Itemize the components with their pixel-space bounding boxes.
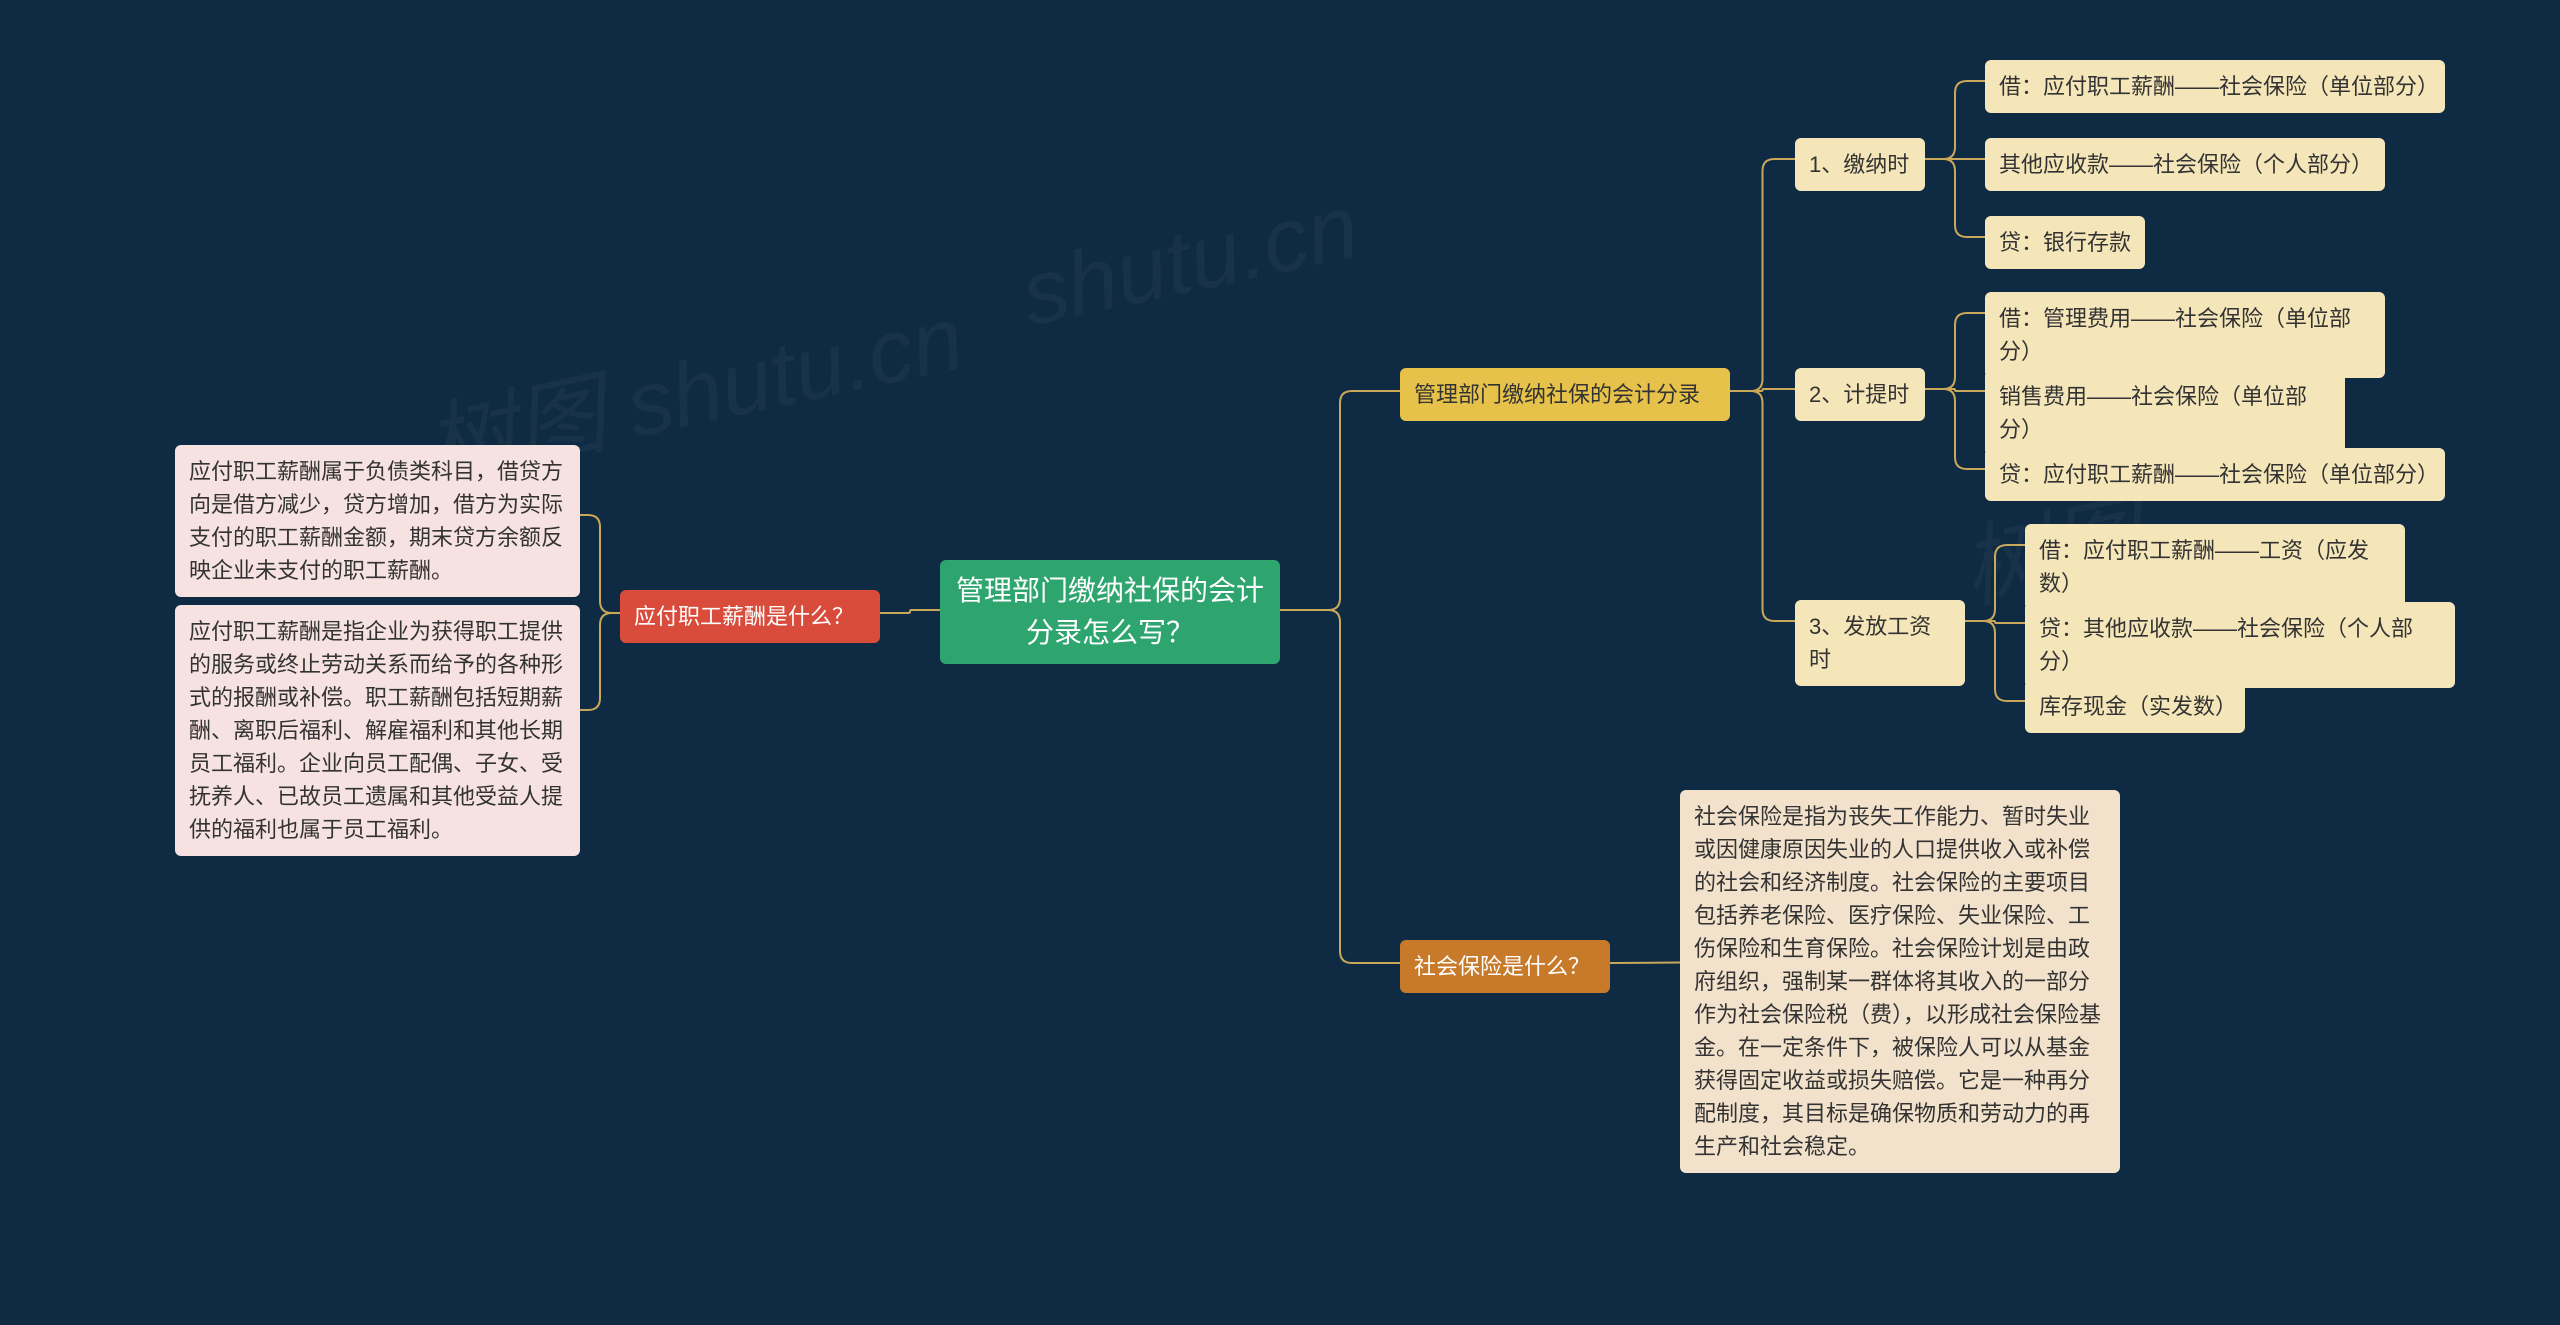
node-label: 借：应付职工薪酬——工资（应发数） bbox=[2039, 534, 2391, 600]
node-label: 贷：其他应收款——社会保险（个人部分） bbox=[2039, 612, 2441, 678]
node-label: 3、发放工资时 bbox=[1809, 610, 1951, 676]
mindmap-node[interactable]: 库存现金（实发数） bbox=[2025, 680, 2245, 733]
mindmap-node[interactable]: 社会保险是指为丧失工作能力、暂时失业或因健康原因失业的人口提供收入或补偿的社会和… bbox=[1680, 790, 2120, 1173]
mindmap-node[interactable]: 借：应付职工薪酬——工资（应发数） bbox=[2025, 524, 2405, 610]
node-label: 销售费用——社会保险（单位部分） bbox=[1999, 380, 2331, 446]
connector bbox=[1925, 81, 1985, 159]
connector bbox=[1965, 545, 2025, 621]
mindmap-node[interactable]: 贷：其他应收款——社会保险（个人部分） bbox=[2025, 602, 2455, 688]
node-label: 2、计提时 bbox=[1809, 378, 1909, 411]
connector bbox=[1925, 313, 1985, 389]
node-label: 库存现金（实发数） bbox=[2039, 690, 2231, 723]
node-label: 其他应收款——社会保险（个人部分） bbox=[1999, 148, 2371, 181]
connector bbox=[1925, 159, 1985, 237]
node-label: 管理部门缴纳社保的会计分录 bbox=[1414, 378, 1700, 411]
connector bbox=[1280, 610, 1400, 963]
mindmap-node[interactable]: 1、缴纳时 bbox=[1795, 138, 1925, 191]
node-label: 贷：银行存款 bbox=[1999, 226, 2131, 259]
connector bbox=[1280, 391, 1400, 610]
node-label: 社会保险是指为丧失工作能力、暂时失业或因健康原因失业的人口提供收入或补偿的社会和… bbox=[1694, 800, 2106, 1163]
connector bbox=[1925, 389, 1985, 469]
mindmap-node[interactable]: 其他应收款——社会保险（个人部分） bbox=[1985, 138, 2385, 191]
node-label: 社会保险是什么？ bbox=[1414, 950, 1590, 983]
node-label: 应付职工薪酬属于负债类科目，借贷方向是借方减少，贷方增加，借方为实际支付的职工薪… bbox=[189, 455, 566, 587]
mindmap-node[interactable]: 应付职工薪酬是什么？ bbox=[620, 590, 880, 643]
mindmap-node[interactable]: 应付职工薪酬是指企业为获得职工提供的服务或终止劳动关系而给予的各种形式的报酬或补… bbox=[175, 605, 580, 856]
node-label: 借：管理费用——社会保险（单位部分） bbox=[1999, 302, 2371, 368]
connector bbox=[580, 515, 620, 613]
node-label: 1、缴纳时 bbox=[1809, 148, 1909, 181]
mindmap-node[interactable]: 管理部门缴纳社保的会计分录怎么写？ bbox=[940, 560, 1280, 664]
node-label: 应付职工薪酬是什么？ bbox=[634, 600, 854, 633]
mindmap-node[interactable]: 2、计提时 bbox=[1795, 368, 1925, 421]
mindmap-node[interactable]: 社会保险是什么？ bbox=[1400, 940, 1610, 993]
node-label: 借：应付职工薪酬——社会保险（单位部分） bbox=[1999, 70, 2431, 103]
connector bbox=[1925, 389, 1985, 391]
mindmap-node[interactable]: 管理部门缴纳社保的会计分录 bbox=[1400, 368, 1730, 421]
node-label: 应付职工薪酬是指企业为获得职工提供的服务或终止劳动关系而给予的各种形式的报酬或补… bbox=[189, 615, 566, 846]
connector bbox=[1610, 963, 1680, 964]
connector bbox=[1730, 389, 1795, 391]
mindmap-node[interactable]: 3、发放工资时 bbox=[1795, 600, 1965, 686]
connector bbox=[1965, 621, 2025, 701]
connector bbox=[1730, 391, 1795, 621]
mindmap-node[interactable]: 应付职工薪酬属于负债类科目，借贷方向是借方减少，贷方增加，借方为实际支付的职工薪… bbox=[175, 445, 580, 597]
node-label: 管理部门缴纳社保的会计分录怎么写？ bbox=[954, 570, 1266, 654]
connector bbox=[580, 613, 620, 710]
mindmap-node[interactable]: 借：应付职工薪酬——社会保险（单位部分） bbox=[1985, 60, 2445, 113]
watermark: shutu.cn bbox=[1013, 176, 1367, 347]
mindmap-stage: 树图 shutu.cnshutu.cn树图管理部门缴纳社保的会计分录怎么写？应付… bbox=[0, 0, 2560, 1325]
connector bbox=[880, 610, 940, 613]
connector bbox=[1965, 621, 2025, 623]
mindmap-node[interactable]: 贷：应付职工薪酬——社会保险（单位部分） bbox=[1985, 448, 2445, 501]
connector bbox=[1730, 159, 1795, 391]
mindmap-node[interactable]: 贷：银行存款 bbox=[1985, 216, 2145, 269]
mindmap-node[interactable]: 销售费用——社会保险（单位部分） bbox=[1985, 370, 2345, 456]
node-label: 贷：应付职工薪酬——社会保险（单位部分） bbox=[1999, 458, 2431, 491]
mindmap-node[interactable]: 借：管理费用——社会保险（单位部分） bbox=[1985, 292, 2385, 378]
